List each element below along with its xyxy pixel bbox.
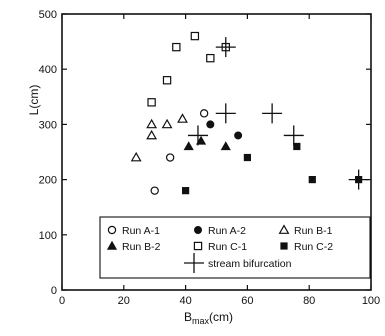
point-stream-bifurcation bbox=[215, 37, 236, 58]
legend-label: Run A-1 bbox=[122, 225, 160, 237]
x-tick-label: 80 bbox=[303, 295, 315, 307]
point-run-c-1 bbox=[162, 76, 172, 85]
point-stream-bifurcation bbox=[348, 169, 369, 190]
point-run-b-2 bbox=[195, 135, 207, 145]
point-run-c-2 bbox=[243, 153, 251, 162]
point-run-a-1 bbox=[150, 186, 159, 195]
legend-marker bbox=[106, 240, 118, 250]
point-run-a-1 bbox=[165, 153, 175, 162]
point-run-c-2 bbox=[181, 187, 190, 195]
x-tick-label: 20 bbox=[118, 295, 130, 307]
legend-marker bbox=[193, 241, 203, 251]
legend-label: stream bifurcation bbox=[208, 258, 292, 270]
point-run-c-1 bbox=[206, 53, 215, 63]
point-run-b-1 bbox=[161, 118, 173, 129]
y-tick-label: 100 bbox=[39, 230, 57, 242]
point-run-c-2 bbox=[308, 175, 316, 184]
legend-label: Run B-2 bbox=[122, 241, 161, 253]
y-tick-label: 400 bbox=[39, 64, 57, 76]
point-run-a-2 bbox=[234, 131, 243, 140]
legend-marker bbox=[107, 225, 117, 235]
legend-label: Run C-2 bbox=[294, 241, 333, 253]
x-tick-label: 0 bbox=[59, 295, 65, 307]
legend-box bbox=[99, 216, 371, 279]
legend-marker bbox=[278, 224, 290, 234]
legend-label: Run B-1 bbox=[294, 225, 333, 237]
point-run-b-1 bbox=[130, 151, 142, 162]
x-tick-label: 100 bbox=[362, 295, 380, 307]
point-run-a-1 bbox=[199, 109, 209, 118]
point-run-c-1 bbox=[172, 42, 181, 52]
x-axis-label-subscript: max bbox=[192, 316, 210, 326]
x-axis-label-main: B bbox=[184, 310, 192, 324]
legend-marker bbox=[193, 225, 202, 234]
point-stream-bifurcation bbox=[215, 103, 236, 124]
point-run-b-2 bbox=[220, 141, 231, 151]
y-tick-label: 0 bbox=[51, 285, 57, 297]
point-stream-bifurcation bbox=[283, 125, 304, 146]
point-run-b-2 bbox=[183, 141, 194, 151]
point-run-b-1 bbox=[177, 113, 188, 123]
point-stream-bifurcation bbox=[187, 125, 208, 146]
point-run-c-2 bbox=[293, 142, 301, 151]
point-run-b-1 bbox=[146, 118, 158, 129]
legend-label: Run A-2 bbox=[208, 225, 246, 237]
point-run-a-2 bbox=[206, 120, 215, 129]
legend-marker bbox=[280, 242, 288, 250]
x-axis-label-unit: (cm) bbox=[209, 310, 233, 324]
point-stream-bifurcation bbox=[262, 103, 283, 124]
point-run-c-1 bbox=[190, 31, 200, 41]
legend: Run A-1 Run A-2 Run B-1 Run B-2 Run C-1 Run C… bbox=[99, 216, 371, 279]
x-tick-label: 40 bbox=[179, 295, 191, 307]
data-markers bbox=[130, 31, 369, 195]
point-run-c-1 bbox=[147, 98, 156, 107]
x-axis-label: Bmax(cm) bbox=[184, 310, 233, 326]
point-run-b-1 bbox=[146, 129, 158, 140]
y-axis-label: L(cm) bbox=[27, 85, 41, 116]
y-tick-label: 200 bbox=[39, 175, 57, 187]
legend-marker-cross bbox=[184, 253, 204, 273]
axes: 0 20 40 60 80 100 0 100 200 300 400 500 bbox=[39, 9, 381, 307]
y-tick-label: 300 bbox=[39, 119, 57, 131]
y-tick-label: 500 bbox=[39, 9, 57, 21]
legend-label: Run C-1 bbox=[208, 241, 247, 253]
x-tick-label: 60 bbox=[241, 295, 253, 307]
plot-frame bbox=[61, 13, 372, 291]
